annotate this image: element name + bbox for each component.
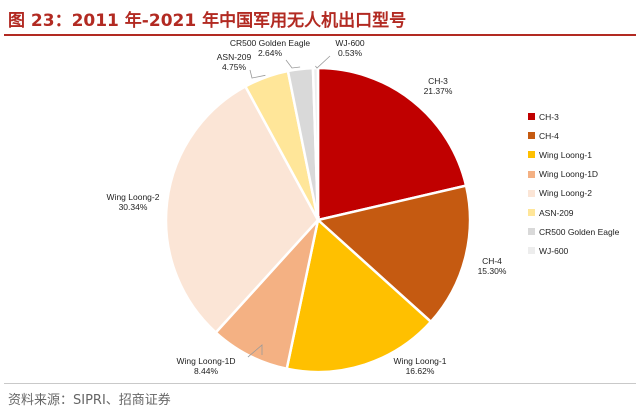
slice-label-name: CH-4 <box>482 256 502 266</box>
legend-label: CR500 Golden Eagle <box>539 226 620 237</box>
legend-item-ch-4: CH-4 <box>528 126 619 145</box>
leader-line-asn-209 <box>249 69 266 79</box>
legend-swatch <box>528 132 535 140</box>
pie-slices <box>164 66 472 374</box>
slice-label-name: Wing Loong-2 <box>107 192 160 202</box>
slice-label-name: CH-3 <box>428 76 448 86</box>
pie-slice-ch-4 <box>315 184 472 324</box>
slice-label-name: WJ-600 <box>335 38 365 48</box>
legend-item-wing-loong-2: Wing Loong-2 <box>528 184 619 203</box>
legend-label: CH-3 <box>539 111 559 122</box>
slice-label-wj-600: WJ-600 0.53% <box>335 38 365 58</box>
slice-label-name: ASN-209 <box>217 52 252 62</box>
slice-label-value: 16.62% <box>406 366 435 376</box>
leader-line-cr500-golden-eagle <box>285 59 301 69</box>
slice-labels: CH-3 21.37%CH-4 15.30%Wing Loong-1 16.62%Wi… <box>107 38 507 376</box>
slice-label-value: 15.30% <box>478 266 507 276</box>
figure-title: 图 23：2011 年-2021 年中国军用无人机出口型号 <box>8 11 407 31</box>
legend-item-cr500-golden-eagle: CR500 Golden Eagle <box>528 222 619 241</box>
legend-swatch <box>528 228 535 236</box>
slice-label-wing-loong-1: Wing Loong-1 16.62% <box>394 356 447 376</box>
slice-label-value: 30.34% <box>119 202 148 212</box>
legend-label: WJ-600 <box>539 245 569 256</box>
slice-label-wing-loong-1d: Wing Loong-1D 8.44% <box>176 356 235 376</box>
pie-slice-ch-3 <box>316 66 468 222</box>
legend-label: Wing Loong-1 <box>539 149 592 160</box>
slice-label-ch-3: CH-3 21.37% <box>424 76 453 96</box>
leader-lines <box>247 55 331 358</box>
slice-label-name: Wing Loong-1 <box>394 356 447 366</box>
legend-swatch <box>528 189 535 197</box>
slice-label-wing-loong-2: Wing Loong-2 30.34% <box>107 192 160 212</box>
source-note: 资料来源：SIPRI、招商证券 <box>8 393 171 408</box>
pie-slice-wj-600 <box>311 66 320 221</box>
legend-item-wing-loong-1d: Wing Loong-1D <box>528 165 619 184</box>
legend-item-ch-3: CH-3 <box>528 107 619 126</box>
slice-label-ch-4: CH-4 15.30% <box>478 256 507 276</box>
legend-swatch <box>528 209 535 217</box>
chart-legend: CH-3 CH-4 Wing Loong-1 Wing Loong-1D Wing Lo… <box>528 107 619 261</box>
slice-label-value: 8.44% <box>194 366 219 376</box>
slice-label-name: CR500 Golden Eagle <box>230 38 311 48</box>
legend-swatch <box>528 170 535 178</box>
pie-slice-wing-loong-2 <box>164 84 320 335</box>
legend-item-wj-600: WJ-600 <box>528 241 619 260</box>
slice-label-name: Wing Loong-1D <box>176 356 235 366</box>
legend-label: Wing Loong-2 <box>539 188 592 199</box>
legend-swatch <box>528 113 535 121</box>
slice-label-asn-209: ASN-209 4.75% <box>217 52 252 72</box>
legend-label: ASN-209 <box>539 207 574 218</box>
pie-slice-wing-loong-1 <box>285 217 433 374</box>
slice-label-value: 4.75% <box>222 62 247 72</box>
title-divider <box>4 34 636 36</box>
legend-swatch <box>528 247 535 255</box>
leader-line-wj-600 <box>315 55 331 69</box>
leader-line-wing-loong-1d <box>247 344 263 358</box>
legend-item-wing-loong-1: Wing Loong-1 <box>528 145 619 164</box>
slice-label-value: 2.64% <box>258 48 283 58</box>
slice-label-value: 21.37% <box>424 86 453 96</box>
slice-label-value: 0.53% <box>338 48 363 58</box>
source-divider <box>4 383 636 384</box>
legend-swatch <box>528 151 535 159</box>
slice-label-cr500-golden-eagle: CR500 Golden Eagle 2.64% <box>230 38 311 58</box>
legend-item-asn-209: ASN-209 <box>528 203 619 222</box>
legend-label: CH-4 <box>539 130 559 141</box>
legend-label: Wing Loong-1D <box>539 169 599 180</box>
